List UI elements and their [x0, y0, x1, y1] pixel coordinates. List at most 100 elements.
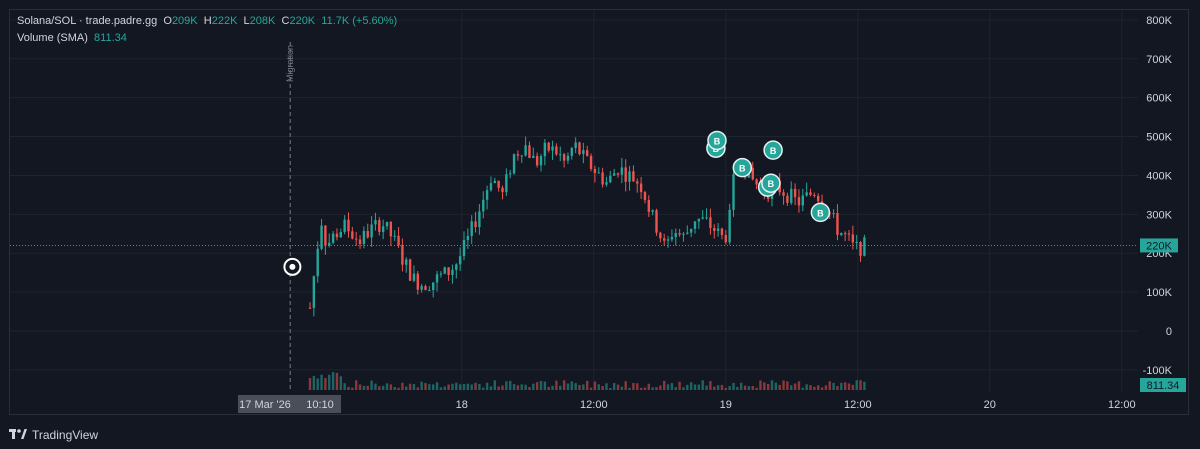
candle-body	[393, 235, 396, 237]
volume-bar	[528, 386, 531, 390]
volume-bar	[751, 385, 754, 390]
candle-body	[339, 232, 342, 238]
chart-pane[interactable]	[9, 9, 1189, 415]
candle-body	[566, 155, 570, 161]
candle-body	[451, 269, 454, 275]
buy-marker-icon	[810, 202, 831, 223]
crosshair-time-badge	[238, 395, 341, 413]
volume-bar	[378, 386, 381, 390]
x-tick-label: 20	[984, 399, 996, 411]
candle-body	[836, 213, 839, 235]
x-tick-label: 19	[720, 399, 732, 411]
candle-body	[493, 180, 496, 184]
volume-bar	[355, 380, 358, 390]
volume-bar	[790, 385, 793, 390]
y-tick-label: 800K	[1146, 15, 1172, 27]
candle-body	[624, 167, 627, 182]
volume-bar	[732, 382, 735, 390]
volume-bar	[624, 381, 627, 390]
y-tick-label: 0	[1166, 326, 1172, 338]
volume-bar	[720, 384, 724, 390]
volume-bar	[832, 382, 835, 390]
candle-body	[308, 307, 312, 309]
candle-body	[663, 238, 666, 241]
volume-bar	[539, 380, 543, 390]
y-tick-label: 600K	[1146, 93, 1172, 105]
volume-bar	[401, 382, 404, 390]
candle-body	[532, 155, 535, 158]
candle-body	[720, 228, 724, 236]
volume-bar	[389, 384, 393, 390]
candle-body	[482, 199, 485, 212]
candle-body	[855, 242, 858, 244]
candle-body	[632, 171, 635, 182]
candle-body	[666, 239, 670, 241]
volume-bar	[493, 380, 496, 390]
volume-bar	[574, 383, 577, 390]
candle-body	[724, 235, 727, 243]
volume-bar	[740, 382, 743, 390]
candle-body	[813, 194, 816, 196]
candle-body	[312, 276, 316, 308]
pump-logo-icon-center	[289, 263, 296, 270]
volume-bar	[820, 387, 824, 390]
candle-body	[455, 264, 458, 270]
buy-marker-label: B	[770, 146, 777, 156]
low-value: 208K	[249, 15, 276, 27]
price-badge-text: 220K	[1146, 240, 1172, 252]
volume-bar	[555, 380, 558, 390]
candle-body	[470, 221, 473, 236]
candle-body	[801, 195, 804, 206]
candle-body	[439, 273, 443, 275]
volume-bar	[320, 374, 323, 390]
volume-bar	[516, 385, 520, 390]
candle-body	[347, 219, 350, 232]
candle-body	[320, 225, 323, 249]
volume-bar	[535, 382, 539, 390]
candle-body	[601, 172, 604, 185]
candle-body	[447, 267, 450, 275]
candle-body	[570, 148, 573, 156]
candle-body	[782, 192, 785, 196]
volume-bar	[428, 384, 431, 390]
candle-body	[512, 154, 516, 174]
candle-body	[539, 156, 543, 166]
volume-bar	[597, 384, 600, 390]
candle-body	[586, 150, 589, 156]
volume-bar	[455, 382, 458, 390]
candle-body	[420, 286, 423, 290]
buy-marker-icon	[761, 173, 781, 193]
volume-bar	[786, 381, 789, 390]
migration-label: Migration	[285, 45, 295, 82]
candle-body	[397, 235, 400, 246]
high-label: H	[203, 15, 212, 27]
candle-body	[458, 256, 462, 265]
candle-body	[805, 192, 808, 196]
volume-label: Volume (SMA)	[17, 32, 88, 44]
tradingview-brand[interactable]: TradingView	[9, 428, 98, 442]
candle-body	[385, 221, 389, 227]
volume-bar	[855, 380, 858, 390]
candle-body	[793, 188, 797, 198]
candle-body	[489, 183, 493, 191]
volume-bar	[643, 387, 647, 390]
candle-body	[389, 221, 393, 237]
candle-body	[840, 233, 843, 235]
volume-bar	[593, 381, 597, 390]
open-label: O	[163, 15, 172, 27]
brand-name: TradingView	[32, 428, 99, 442]
volume-bar	[701, 380, 704, 390]
volume-bar	[817, 385, 820, 390]
candle-body	[335, 233, 339, 238]
volume-bar	[482, 387, 485, 390]
candle-body	[605, 182, 608, 185]
volume-bar	[636, 383, 639, 390]
volume-bar	[497, 386, 500, 390]
candle-body	[405, 259, 408, 265]
volume-bar	[824, 385, 828, 390]
candle-body	[501, 187, 504, 193]
candle-body	[709, 217, 712, 228]
volume-bar	[639, 387, 643, 390]
crosshair-time: 10:10	[306, 399, 334, 411]
